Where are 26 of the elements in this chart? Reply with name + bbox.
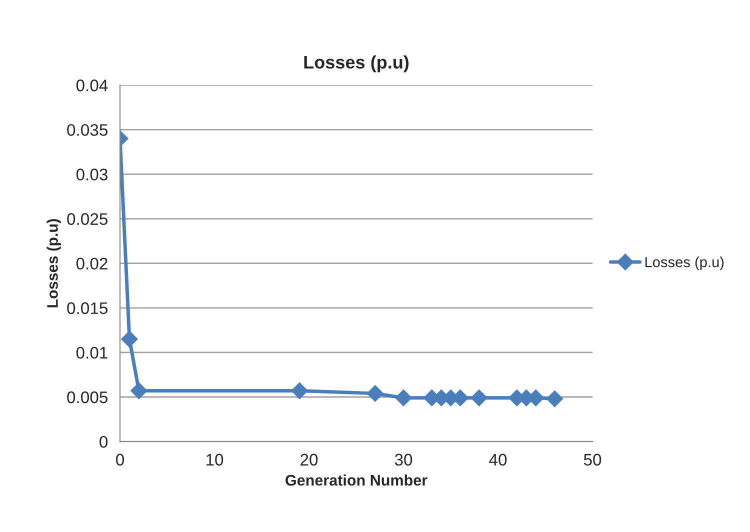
y-tick-label: 0.03 xyxy=(76,168,108,180)
y-tick-label: 0.005 xyxy=(67,391,108,404)
x-tick-label: 0 xyxy=(116,454,124,466)
legend-label: Losses (p.u) xyxy=(645,256,724,270)
point xyxy=(291,382,308,400)
y-tick-label: 0.035 xyxy=(67,124,108,136)
point xyxy=(121,330,138,348)
x-tick-label: 20 xyxy=(300,454,318,466)
x-tick-label: 10 xyxy=(206,454,224,466)
y-tick-label: 0.015 xyxy=(67,302,108,314)
point xyxy=(546,390,564,408)
point xyxy=(470,390,488,406)
y-tick-label: 0.04 xyxy=(76,80,108,92)
point xyxy=(395,390,412,406)
x-tick-label: 40 xyxy=(489,454,507,466)
x-tick-label: 30 xyxy=(394,454,412,466)
y-tick-label: 0.025 xyxy=(67,213,108,225)
x-axis-title: Generation Number xyxy=(286,474,428,486)
point xyxy=(366,385,384,402)
y-axis-title: Losses (p.u) xyxy=(46,219,61,308)
x-tick-label: 50 xyxy=(584,454,602,466)
y-tick-label: 0 xyxy=(100,436,108,448)
point xyxy=(130,382,148,400)
y-tick-label: 0.02 xyxy=(76,258,108,270)
y-tick-label: 0.01 xyxy=(76,346,108,359)
chart-title: Losses (p.u) xyxy=(304,55,409,72)
